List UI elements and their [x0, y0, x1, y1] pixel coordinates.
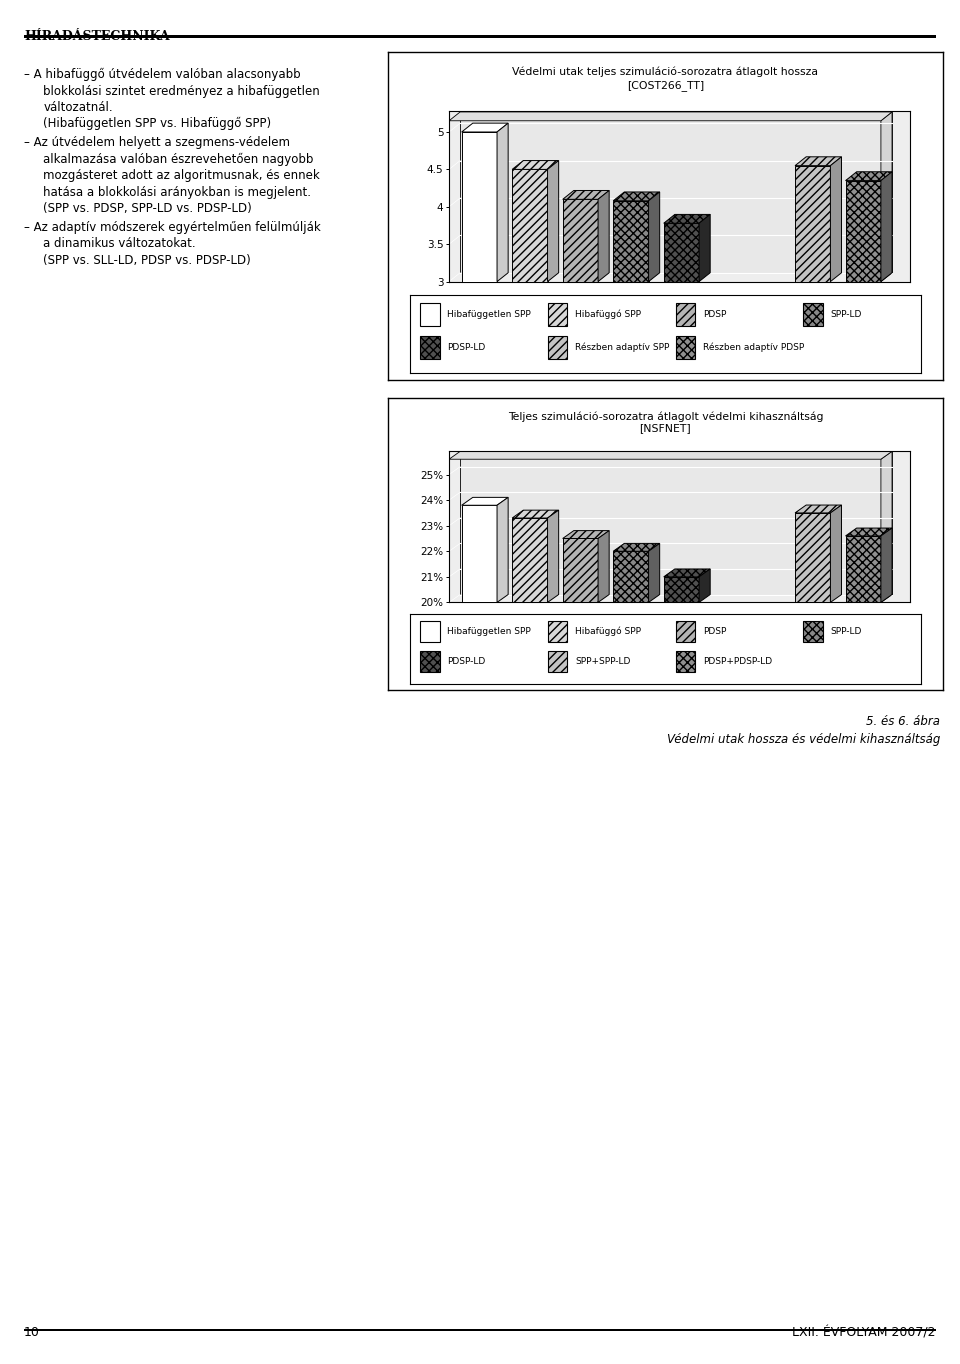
Text: SPP+SPP-LD: SPP+SPP-LD [575, 656, 631, 666]
Polygon shape [881, 451, 892, 603]
Polygon shape [830, 157, 842, 281]
Text: Védelmi utak hossza és védelmi kihasználtság: Védelmi utak hossza és védelmi kihasznál… [666, 732, 940, 746]
FancyBboxPatch shape [548, 651, 567, 671]
FancyBboxPatch shape [676, 651, 695, 671]
FancyBboxPatch shape [548, 336, 567, 359]
Text: PDSP+PDSP-LD: PDSP+PDSP-LD [703, 656, 772, 666]
FancyBboxPatch shape [676, 303, 695, 326]
Polygon shape [846, 172, 892, 180]
Text: – Az útvédelem helyett a szegmens-védelem: – Az útvédelem helyett a szegmens-védele… [24, 136, 290, 150]
Polygon shape [613, 192, 660, 201]
Text: (SPP vs. SLL-LD, PDSP vs. PDSP-LD): (SPP vs. SLL-LD, PDSP vs. PDSP-LD) [43, 254, 251, 267]
Polygon shape [563, 531, 610, 539]
Text: PDSP-LD: PDSP-LD [447, 656, 486, 666]
Text: a dinamikus változatokat.: a dinamikus változatokat. [43, 237, 196, 251]
Polygon shape [513, 510, 559, 518]
Polygon shape [795, 157, 842, 165]
Text: Hibafüggetlen SPP: Hibafüggetlen SPP [447, 627, 531, 636]
Text: PDSP: PDSP [703, 310, 726, 319]
Text: 10: 10 [24, 1326, 40, 1339]
Text: Védelmi utak teljes szimuláció-sorozatra átlagolt hossza: Védelmi utak teljes szimuláció-sorozatra… [513, 67, 819, 78]
Text: Részben adaptív SPP: Részben adaptív SPP [575, 342, 669, 352]
Polygon shape [598, 191, 610, 281]
FancyBboxPatch shape [420, 336, 440, 359]
Bar [663, 577, 699, 603]
FancyBboxPatch shape [676, 621, 695, 642]
Polygon shape [830, 505, 842, 603]
Text: Részben adaptív PDSP: Részben adaptív PDSP [703, 342, 804, 352]
Polygon shape [449, 112, 892, 121]
Bar [563, 199, 598, 281]
Bar [513, 169, 547, 281]
Text: (Hibafüggetlen SPP vs. Hibafüggő SPP): (Hibafüggetlen SPP vs. Hibafüggő SPP) [43, 117, 272, 131]
Bar [513, 518, 547, 603]
FancyBboxPatch shape [804, 621, 823, 642]
Text: SPP-LD: SPP-LD [830, 627, 862, 636]
FancyBboxPatch shape [420, 651, 440, 671]
Polygon shape [881, 528, 892, 603]
Text: mozgásteret adott az algoritmusnak, és ennek: mozgásteret adott az algoritmusnak, és e… [43, 169, 320, 183]
Bar [462, 132, 497, 281]
Polygon shape [497, 498, 508, 603]
Polygon shape [795, 505, 842, 513]
Polygon shape [846, 528, 892, 536]
FancyBboxPatch shape [548, 303, 567, 326]
Polygon shape [663, 214, 710, 224]
Text: hatása a blokkolási arányokban is megjelent.: hatása a blokkolási arányokban is megjel… [43, 186, 311, 199]
Text: változatnál.: változatnál. [43, 101, 113, 115]
Polygon shape [613, 543, 660, 551]
Polygon shape [547, 161, 559, 281]
FancyBboxPatch shape [420, 621, 440, 642]
Bar [846, 180, 881, 281]
Text: [COST266_TT]: [COST266_TT] [627, 80, 704, 91]
Text: alkalmazása valóban észrevehetően nagyobb: alkalmazása valóban észrevehetően nagyob… [43, 153, 314, 166]
Polygon shape [881, 172, 892, 281]
FancyBboxPatch shape [420, 303, 440, 326]
Polygon shape [497, 123, 508, 281]
Bar [795, 165, 830, 281]
Text: LXII. ÉVFOLYAM 2007/2: LXII. ÉVFOLYAM 2007/2 [793, 1326, 936, 1339]
Bar [462, 505, 497, 603]
Polygon shape [881, 112, 892, 281]
FancyBboxPatch shape [804, 303, 823, 326]
Bar [846, 536, 881, 603]
FancyBboxPatch shape [676, 336, 695, 359]
Polygon shape [460, 112, 892, 273]
Polygon shape [462, 123, 508, 132]
Polygon shape [449, 451, 892, 460]
Bar [613, 201, 649, 281]
Bar [663, 224, 699, 281]
Text: – A hibafüggő útvédelem valóban alacsonyabb: – A hibafüggő útvédelem valóban alacsony… [24, 68, 300, 82]
Text: Hibafüggetlen SPP: Hibafüggetlen SPP [447, 310, 531, 319]
Text: Teljes szimuláció-sorozatra átlagolt védelmi kihasználtság: Teljes szimuláció-sorozatra átlagolt véd… [508, 411, 824, 421]
Text: SPP-LD: SPP-LD [830, 310, 862, 319]
Polygon shape [649, 192, 660, 281]
Text: HÍRADÁSTECHNIKA: HÍRADÁSTECHNIKA [24, 30, 170, 44]
Text: 5. és 6. ábra: 5. és 6. ábra [866, 715, 940, 728]
Text: – Az adaptív módszerek egyértelműen felülmúlják: – Az adaptív módszerek egyértelműen felü… [24, 221, 321, 235]
Bar [795, 513, 830, 603]
Text: Hibafüggó SPP: Hibafüggó SPP [575, 310, 641, 319]
Text: [NSFNET]: [NSFNET] [639, 423, 691, 432]
Polygon shape [598, 531, 610, 603]
Polygon shape [462, 498, 508, 505]
Bar [563, 539, 598, 603]
Polygon shape [563, 191, 610, 199]
Polygon shape [460, 451, 892, 595]
Text: PDSP-LD: PDSP-LD [447, 342, 486, 352]
Bar [613, 551, 649, 603]
Polygon shape [547, 510, 559, 603]
Polygon shape [699, 214, 710, 281]
Polygon shape [649, 543, 660, 603]
Polygon shape [513, 161, 559, 169]
Text: Hibafüggó SPP: Hibafüggó SPP [575, 627, 641, 637]
Text: PDSP: PDSP [703, 627, 726, 636]
Polygon shape [699, 569, 710, 603]
Text: blokkolási szintet eredményez a hibafüggetlen: blokkolási szintet eredményez a hibafügg… [43, 85, 320, 98]
FancyBboxPatch shape [548, 621, 567, 642]
Polygon shape [663, 569, 710, 577]
Text: (SPP vs. PDSP, SPP-LD vs. PDSP-LD): (SPP vs. PDSP, SPP-LD vs. PDSP-LD) [43, 202, 252, 216]
